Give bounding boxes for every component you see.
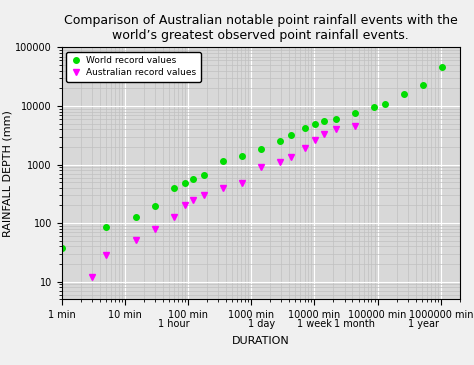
World record values xyxy=(220,159,226,163)
Australian record values xyxy=(152,227,158,231)
Australian record values xyxy=(258,165,264,169)
Text: 1 hour: 1 hour xyxy=(158,319,190,329)
World record values xyxy=(333,116,338,121)
World record values xyxy=(420,83,426,88)
Australian record values xyxy=(352,124,357,128)
Australian record values xyxy=(312,138,318,142)
Australian record values xyxy=(333,127,338,131)
Australian record values xyxy=(133,238,139,242)
World record values xyxy=(171,186,177,190)
Australian record values xyxy=(220,186,226,190)
World record values xyxy=(321,119,327,123)
Text: 1 month: 1 month xyxy=(334,319,375,329)
World record values xyxy=(182,181,188,185)
World record values xyxy=(302,126,308,130)
World record values xyxy=(352,111,357,115)
Australian record values xyxy=(201,193,207,197)
World record values xyxy=(277,139,283,143)
World record values xyxy=(439,65,445,69)
Australian record values xyxy=(182,203,188,208)
World record values xyxy=(382,101,388,106)
Text: 1 week: 1 week xyxy=(297,319,332,329)
World record values xyxy=(401,92,407,96)
World record values xyxy=(152,204,158,208)
Line: World record values: World record values xyxy=(59,64,445,250)
World record values xyxy=(59,246,64,250)
World record values xyxy=(201,173,207,177)
World record values xyxy=(103,225,109,230)
Y-axis label: RAINFALL DEPTH (mm): RAINFALL DEPTH (mm) xyxy=(2,110,12,237)
Australian record values xyxy=(277,160,283,164)
World record values xyxy=(190,177,196,181)
Title: Comparison of Australian notable point rainfall events with the
world’s greatest: Comparison of Australian notable point r… xyxy=(64,14,457,42)
World record values xyxy=(133,215,139,219)
Text: 1 year: 1 year xyxy=(408,319,438,329)
World record values xyxy=(371,104,376,109)
Australian record values xyxy=(239,181,245,185)
Text: DURATION: DURATION xyxy=(232,336,290,346)
World record values xyxy=(289,132,294,137)
Australian record values xyxy=(302,146,308,150)
Australian record values xyxy=(103,253,109,258)
Line: Australian record values: Australian record values xyxy=(89,123,357,280)
Australian record values xyxy=(321,132,327,137)
World record values xyxy=(312,122,318,127)
Text: 1 day: 1 day xyxy=(247,319,275,329)
Australian record values xyxy=(289,155,294,159)
Legend: World record values, Australian record values: World record values, Australian record v… xyxy=(66,52,201,82)
Australian record values xyxy=(190,198,196,203)
World record values xyxy=(239,154,245,158)
Australian record values xyxy=(171,215,177,219)
Australian record values xyxy=(89,275,95,279)
World record values xyxy=(258,146,264,151)
